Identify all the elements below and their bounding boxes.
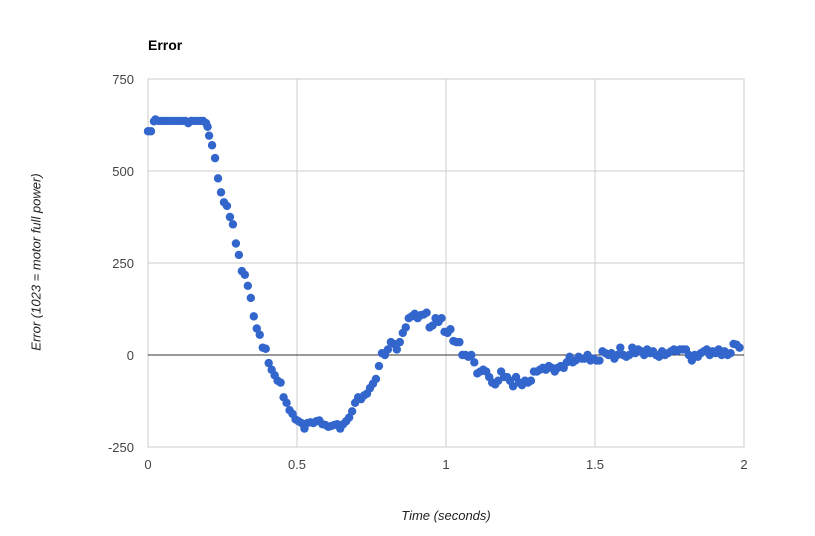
data-point [240, 270, 250, 279]
data-point [246, 293, 256, 303]
x-tick-label: 1.5 [586, 457, 604, 472]
data-point [228, 220, 238, 229]
data-point [255, 330, 264, 339]
data-point [401, 323, 410, 332]
data-point [467, 350, 476, 360]
data-point [225, 212, 235, 222]
data-point [383, 345, 393, 354]
x-axis-title: Time (seconds) [401, 508, 491, 523]
data-point [243, 281, 253, 291]
data-point [210, 153, 220, 163]
data-point [595, 356, 604, 365]
data-point [526, 376, 536, 385]
data-point [371, 374, 381, 384]
data-point [213, 174, 223, 183]
data-point [234, 250, 244, 260]
x-tick-label: 2 [740, 457, 747, 472]
data-point [216, 188, 226, 197]
x-tick-label: 0.5 [288, 457, 306, 472]
data-point [146, 127, 156, 136]
data-point [470, 358, 479, 367]
data-point [203, 122, 212, 132]
data-point [616, 343, 625, 352]
data-point [222, 201, 232, 211]
data-point [204, 131, 214, 140]
data-point [261, 344, 270, 353]
data-point [437, 314, 446, 323]
data-point [282, 398, 291, 408]
y-tick-label: 750 [112, 72, 134, 87]
data-point [374, 361, 384, 371]
y-tick-label: -250 [108, 440, 134, 455]
chart-title: Error [148, 37, 183, 53]
data-point [276, 378, 285, 387]
data-point [392, 345, 402, 354]
data-point [735, 343, 744, 352]
data-point [264, 358, 273, 368]
data-point [422, 308, 431, 317]
data-point [207, 141, 217, 150]
data-point [446, 325, 455, 334]
data-point [252, 324, 261, 333]
data-point [613, 350, 622, 360]
y-tick-label: 250 [112, 256, 134, 271]
data-point [455, 337, 464, 347]
x-tick-label: 1 [442, 457, 449, 472]
data-point [249, 312, 258, 321]
data-point [726, 348, 735, 358]
y-tick-label: 0 [127, 348, 134, 363]
data-point [395, 337, 405, 347]
y-axis-title: Error (1023 = motor full power) [28, 173, 44, 351]
data-point [231, 239, 241, 248]
x-tick-label: 0 [144, 457, 151, 472]
data-point [344, 413, 354, 422]
y-tick-label: 500 [112, 164, 134, 179]
data-point [347, 407, 357, 416]
